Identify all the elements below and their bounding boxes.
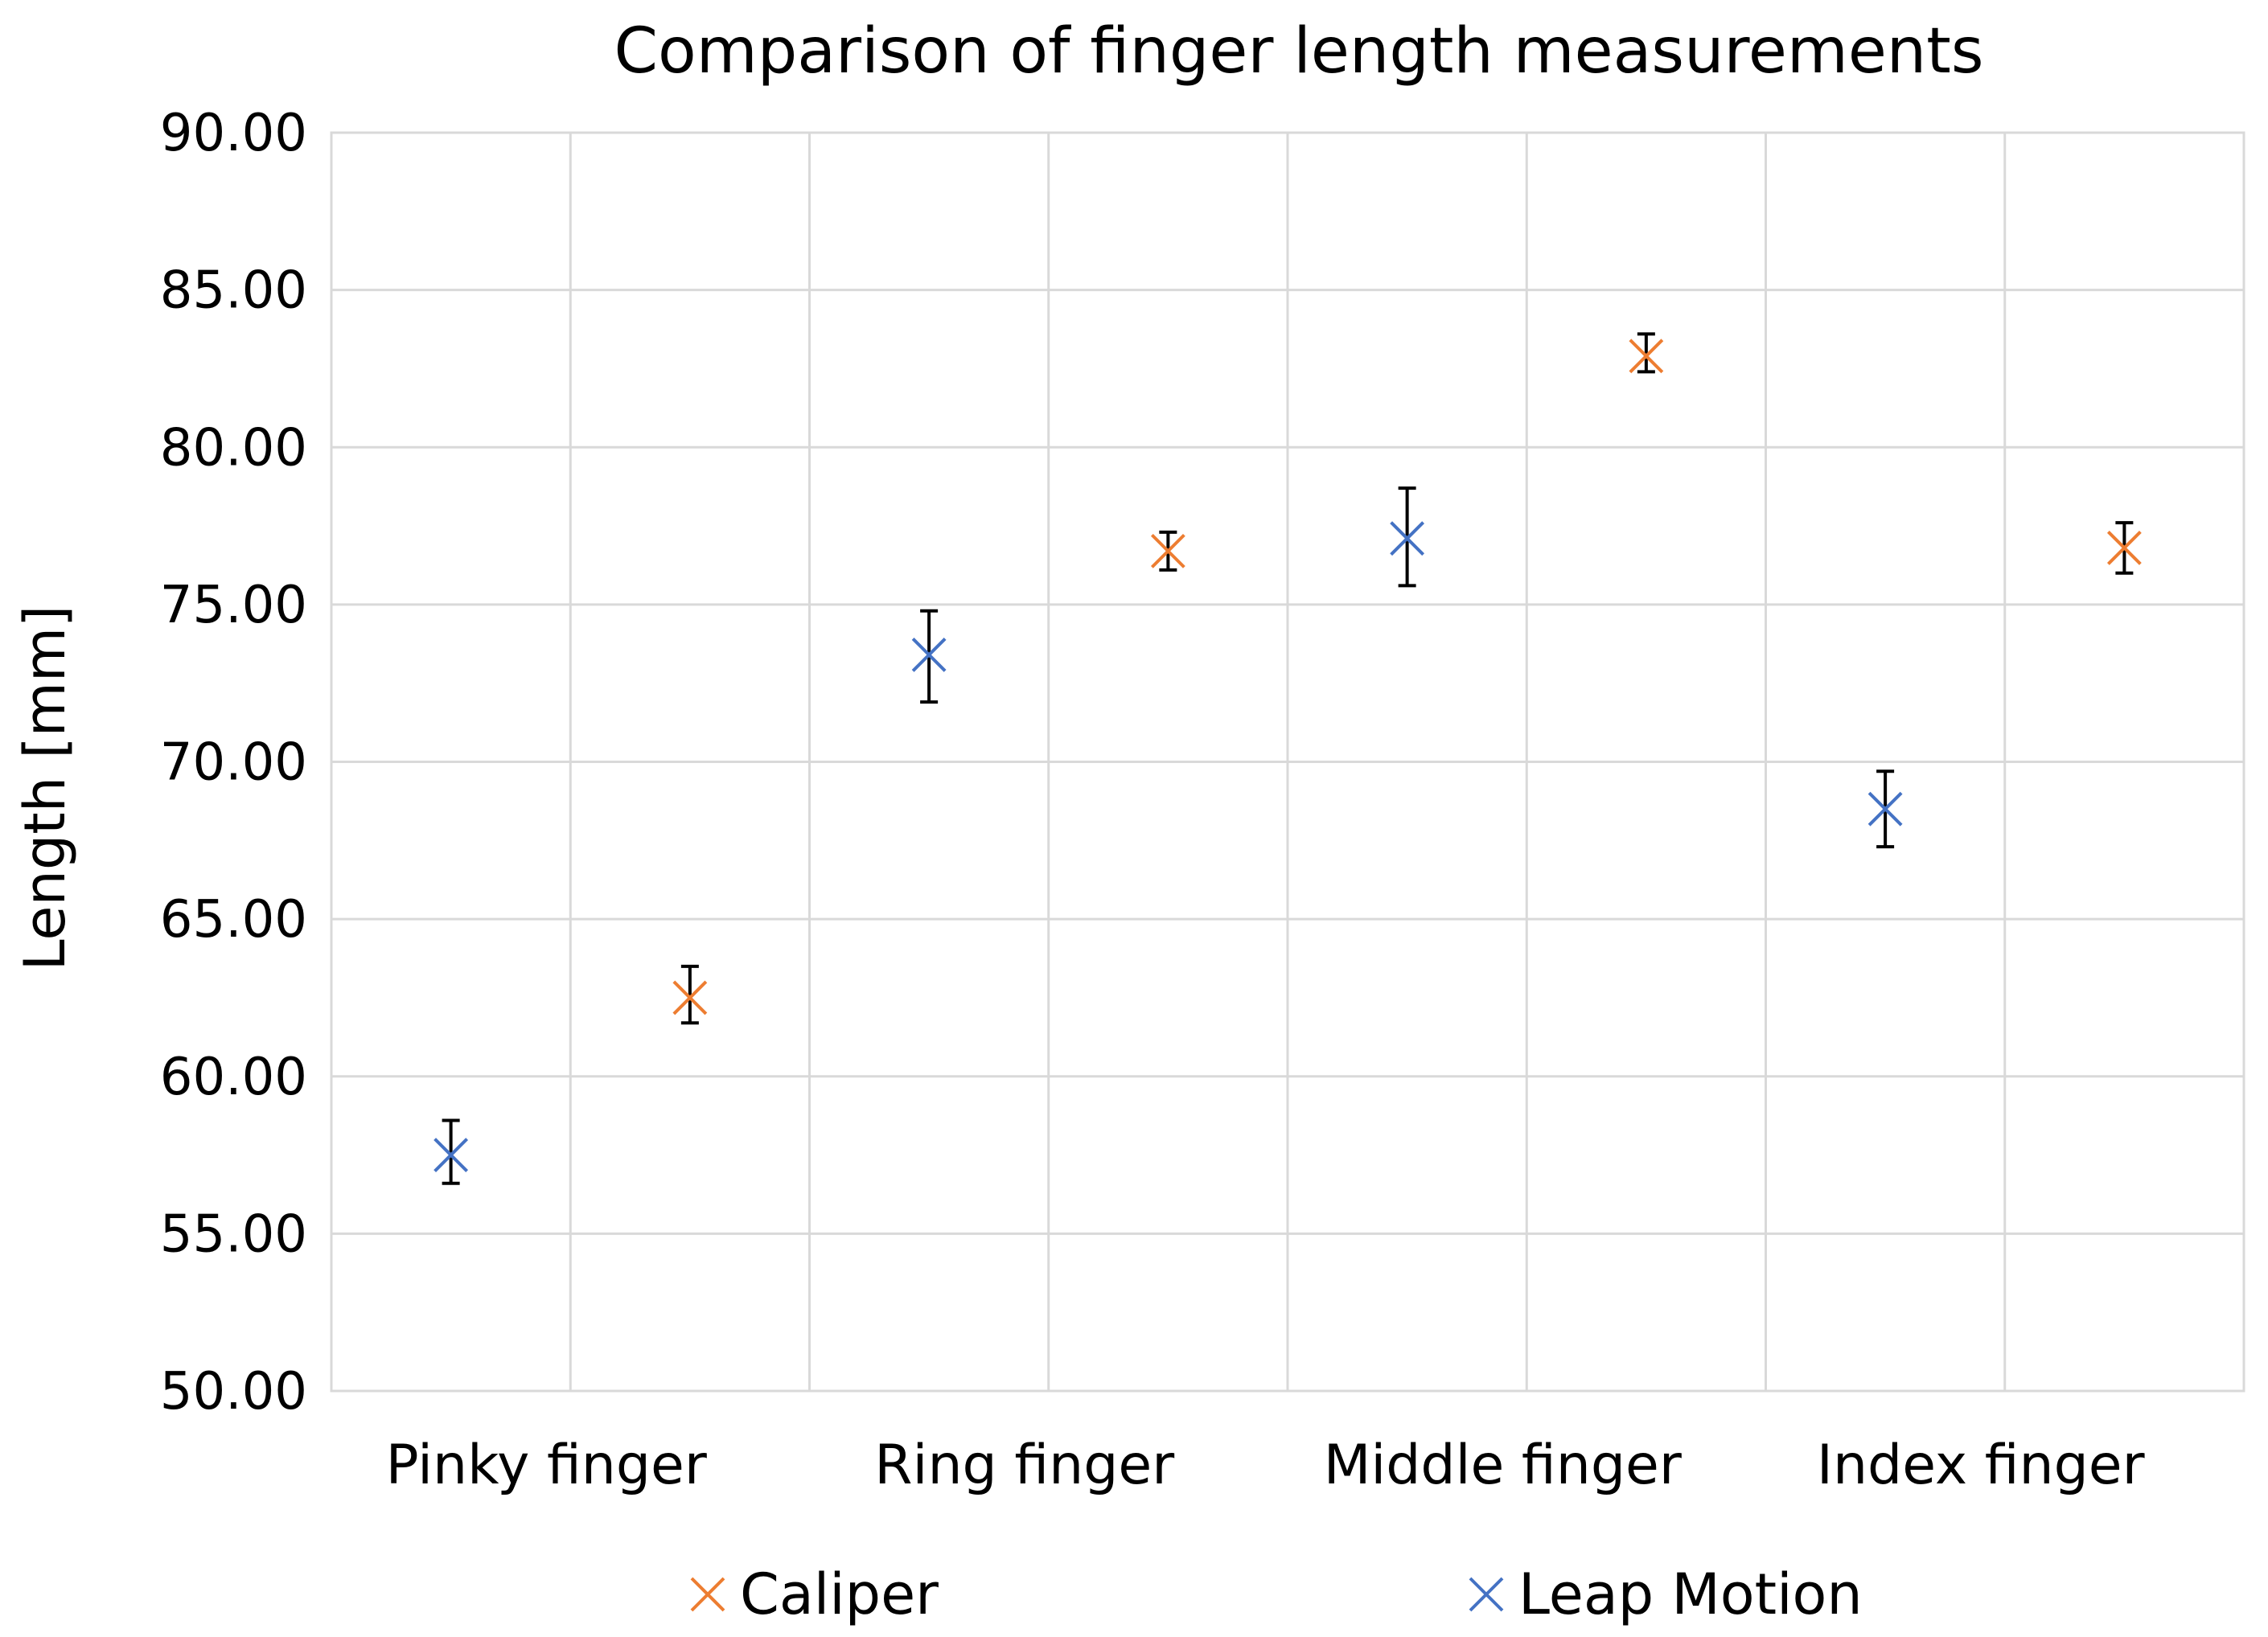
data-point-caliper	[672, 980, 708, 1015]
x-category-label: Index finger	[1817, 1434, 2145, 1497]
y-axis-label: Length [mm]	[12, 605, 78, 971]
y-tick-label: 65.00	[160, 890, 307, 950]
x-category-label: Pinky finger	[386, 1434, 707, 1497]
data-point-leap-motion	[1390, 521, 1425, 556]
x-category-label: Ring finger	[874, 1434, 1174, 1497]
y-axis-ticks: 50.00 55.00 60.00 65.00 70.00 75.00 80.00 85.00…	[160, 104, 307, 1422]
error-bar	[1637, 332, 1655, 374]
error-bar	[442, 1118, 460, 1185]
y-tick-label: 60.00	[160, 1048, 307, 1107]
data-point-leap-motion	[433, 1138, 469, 1172]
y-tick-label: 85.00	[160, 261, 307, 321]
data-point-caliper	[2106, 531, 2142, 565]
y-tick-label: 80.00	[160, 418, 307, 478]
plot-area	[330, 131, 2245, 1393]
y-tick-label: 70.00	[160, 733, 307, 793]
legend-label: Caliper	[740, 1561, 939, 1627]
legend-marker	[1469, 1577, 1504, 1612]
data-point-caliper	[1150, 533, 1185, 568]
legend: Caliper Leap Motion	[690, 1561, 1863, 1627]
y-tick-label: 90.00	[160, 104, 307, 163]
x-axis-categories: Pinky finger Ring finger Middle finger Inde…	[386, 1434, 2145, 1497]
chart-title: Comparison of finger length measurements	[614, 15, 1984, 88]
data-point-caliper	[1629, 338, 1664, 374]
y-tick-label: 50.00	[160, 1362, 307, 1422]
x-category-label: Middle finger	[1324, 1434, 1682, 1497]
y-tick-label: 55.00	[160, 1204, 307, 1264]
grid	[330, 131, 2245, 1393]
error-bar	[680, 964, 699, 1025]
data-point-leap-motion	[1867, 791, 1903, 827]
data-point-leap-motion	[911, 638, 947, 672]
y-tick-label: 75.00	[160, 576, 307, 635]
legend-marker	[690, 1577, 725, 1612]
legend-label: Leap Motion	[1518, 1561, 1863, 1627]
data-points	[433, 332, 2142, 1185]
